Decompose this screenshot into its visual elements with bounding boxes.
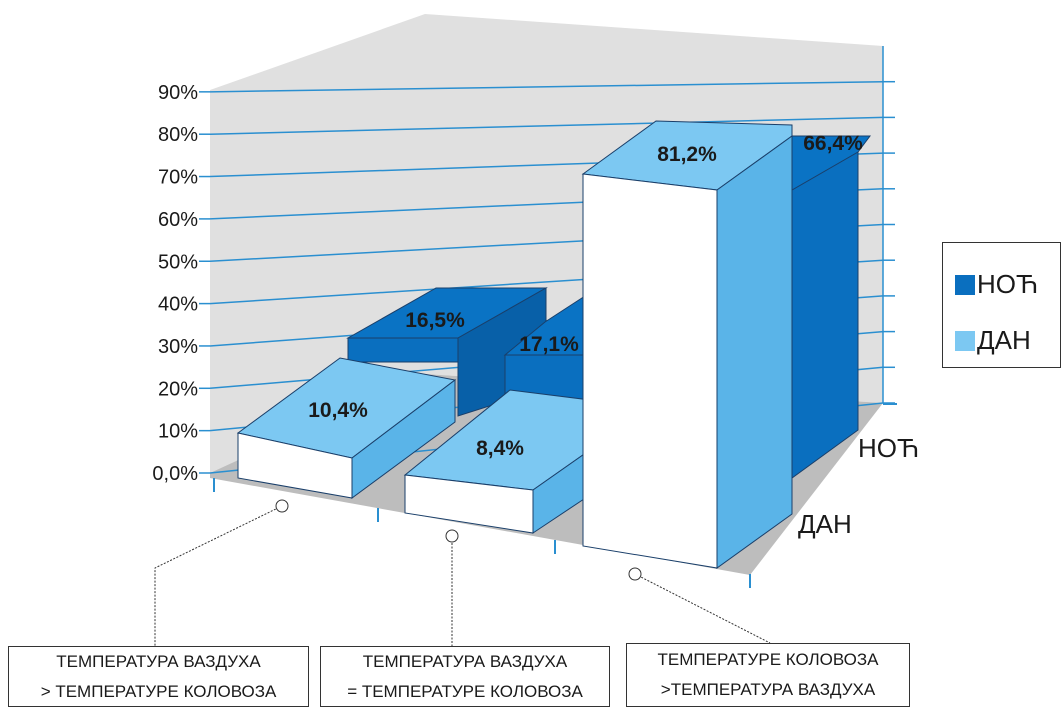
y-tick-label-6: 60% <box>158 209 198 231</box>
bar-dan-3-front <box>583 174 717 568</box>
y-tick-label-0: 0,0% <box>152 463 198 485</box>
bar-label-dan-1: 10,4% <box>308 399 368 422</box>
y-tick-label-7: 70% <box>158 167 198 189</box>
bar-label-noc-1: 16,5% <box>405 309 465 332</box>
category-box-2: ТЕМПЕРАТУРА ВАЗДУХА = ТЕМПЕРАТУРЕ КОЛОВО… <box>320 646 610 707</box>
bar-label-noc-2: 17,1% <box>519 333 579 356</box>
category-2-line-1: ТЕМПЕРАТУРА ВАЗДУХА <box>363 647 567 677</box>
category-1-line-1: ТЕМПЕРАТУРА ВАЗДУХА <box>56 647 260 677</box>
bar-label-dan-3: 81,2% <box>657 143 717 166</box>
category-box-3: ТЕМПЕРАТУРЕ КОЛОВОЗА >ТЕМПЕРАТУРА ВАЗДУХ… <box>626 643 910 707</box>
y-axis-labels: 0,0% 10% 20% 30% 40% 50% 60% 70% 80% 90% <box>152 82 198 485</box>
bar-noc-3-side <box>792 136 858 478</box>
category-3-line-2: >ТЕМПЕРАТУРА ВАЗДУХА <box>661 675 875 705</box>
y-tick-label-2: 20% <box>158 378 198 400</box>
y-tick-label-8: 80% <box>158 124 198 146</box>
legend-swatch-dan <box>955 331 975 351</box>
depth-label-noc: НОЋ <box>858 433 919 463</box>
category-box-1: ТЕМПЕРАТУРА ВАЗДУХА > ТЕМПЕРАТУРЕ КОЛОВО… <box>8 646 309 707</box>
connector-dot-3 <box>629 568 641 580</box>
y-tick-label-1: 10% <box>158 421 198 443</box>
bar-dan-3-side <box>717 136 792 568</box>
y-tick-label-5: 50% <box>158 251 198 273</box>
connector-dot-1 <box>276 500 288 512</box>
legend-label-dan: ДАН <box>977 325 1031 356</box>
y-tick-label-4: 40% <box>158 294 198 316</box>
category-2-line-2: = ТЕМПЕРАТУРЕ КОЛОВОЗА <box>347 677 583 707</box>
depth-label-dan: ДАН <box>798 509 852 539</box>
connector-line-1 <box>155 506 282 646</box>
bar-label-noc-3: 66,4% <box>803 132 863 155</box>
legend-item-noc: НОЋ <box>955 269 1038 300</box>
legend: НОЋ ДАН <box>942 242 1061 368</box>
connector-dot-2 <box>446 530 458 542</box>
legend-label-noc: НОЋ <box>977 269 1038 300</box>
y-tick-label-3: 30% <box>158 336 198 358</box>
legend-swatch-noc <box>955 275 975 295</box>
bar-noc-1-front <box>348 338 458 362</box>
category-1-line-2: > ТЕМПЕРАТУРЕ КОЛОВОЗА <box>41 677 277 707</box>
bar-label-dan-2: 8,4% <box>476 437 524 460</box>
category-3-line-1: ТЕМПЕРАТУРЕ КОЛОВОЗА <box>658 645 879 675</box>
y-tick-label-9: 90% <box>158 82 198 104</box>
legend-item-dan: ДАН <box>955 325 1031 356</box>
